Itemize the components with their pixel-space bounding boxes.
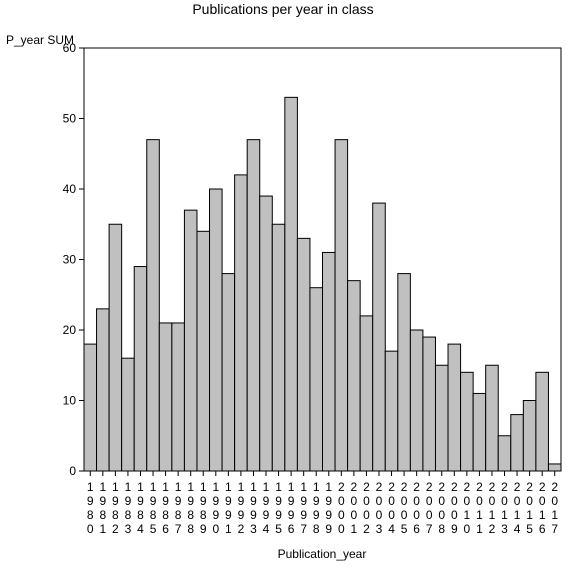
bar	[372, 202, 386, 472]
bar	[522, 400, 537, 472]
bar	[146, 139, 160, 472]
bar	[309, 287, 323, 472]
bar	[334, 139, 349, 472]
bar	[434, 364, 449, 472]
bar	[209, 188, 223, 472]
bar	[158, 322, 173, 472]
bar	[171, 322, 185, 472]
bar	[246, 139, 261, 472]
bar	[259, 195, 273, 472]
y-tick-label: 50	[63, 112, 77, 126]
bar	[108, 223, 123, 472]
bar	[409, 329, 424, 472]
y-axis: 0 10 20 30 40 50 60	[63, 41, 84, 478]
bar	[547, 463, 562, 472]
bar	[322, 251, 336, 472]
y-tick-label: 30	[63, 253, 77, 267]
bar	[284, 96, 298, 472]
bars	[83, 96, 562, 472]
bar	[472, 392, 487, 472]
chart-title: Publications per year in class	[192, 1, 373, 17]
bar	[485, 364, 499, 472]
bar	[422, 336, 436, 472]
bar	[234, 174, 248, 472]
bar	[460, 371, 474, 472]
bar	[497, 435, 512, 472]
bar	[347, 280, 361, 472]
bar	[510, 414, 524, 472]
bar	[535, 371, 549, 472]
bar	[83, 343, 98, 472]
y-tick-label: 40	[63, 182, 77, 196]
bar	[447, 343, 462, 472]
y-axis-label: P_year SUM	[6, 33, 74, 47]
bar	[221, 273, 236, 472]
bar	[183, 209, 198, 472]
bar	[384, 350, 399, 472]
bar	[359, 315, 374, 472]
bar	[271, 223, 286, 472]
bar	[397, 273, 411, 472]
y-tick-label: 20	[63, 323, 77, 337]
bar	[96, 308, 110, 472]
bar	[121, 357, 135, 472]
y-tick-label: 0	[69, 464, 76, 478]
y-tick-label: 60	[63, 41, 77, 55]
x-axis-label: Publication_year	[278, 547, 367, 561]
x-axis: 1 9 8 0 1 9 8 1 1 9 8 2 1 9 8 3 1 9 8 4 1 9 8 5 1 9 8 6 1 9 8 7 1 9 8 8 1 9 8 9…	[87, 471, 558, 536]
bar	[133, 266, 148, 472]
bar	[296, 237, 311, 472]
bar	[196, 230, 211, 472]
y-tick-label: 10	[63, 394, 77, 408]
